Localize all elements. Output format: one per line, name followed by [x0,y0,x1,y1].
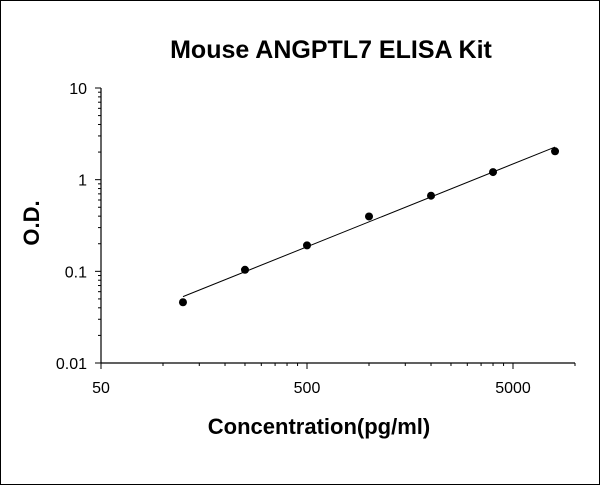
x-tick-label: 50 [92,380,110,397]
x-tick-label: 500 [294,380,321,397]
x-axis-label: Concentration(pg/ml) [208,414,430,439]
data-point [302,241,311,250]
trendline-layer [182,146,556,298]
y-tick-label: 1 [78,173,87,190]
data-point [365,212,374,221]
trendline [182,146,556,298]
x-tick-label: 5000 [495,380,531,397]
data-point [489,168,498,177]
y-tick-label: 0.01 [56,356,87,373]
y-axis-label: O.D. [19,200,44,245]
data-point [178,298,187,307]
axes: 10 1 0.1 0.01 50 500 5000 [56,81,576,397]
y-tick-label: 10 [69,81,87,98]
chart-title: Mouse ANGPTL7 ELISA Kit [170,36,492,64]
y-tick-label: 0.1 [65,264,87,281]
data-points-layer [178,147,560,307]
data-point [240,265,249,274]
data-point [427,191,436,200]
data-point [551,147,560,156]
